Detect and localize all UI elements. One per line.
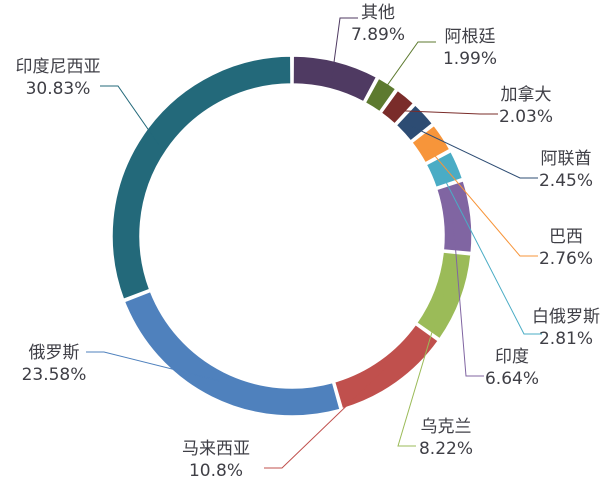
slice-value-8: 10.8%: [189, 461, 243, 481]
slice-value-9: 23.58%: [22, 365, 87, 385]
slice-2: [380, 89, 415, 125]
leader-line-4: [426, 146, 538, 257]
slice-4: [410, 124, 451, 164]
slice-9: [123, 290, 342, 417]
slice-label-2: 加拿大: [501, 84, 552, 105]
slice-label-7: 乌克兰: [421, 417, 472, 437]
slice-7: [415, 251, 472, 340]
slice-value-5: 2.81%: [539, 329, 593, 349]
slice-3: [395, 103, 434, 143]
slice-value-10: 30.83%: [26, 79, 91, 99]
leader-lines-group: [86, 17, 542, 469]
slices-group: [111, 55, 473, 417]
slice-10: [111, 55, 292, 301]
slice-value-6: 6.64%: [485, 369, 539, 389]
slice-label-4: 巴西: [549, 227, 583, 247]
leader-line-2: [394, 109, 498, 115]
leader-line-0: [331, 17, 358, 80]
slice-label-6: 印度: [495, 347, 529, 367]
slice-label-5: 白俄罗斯: [532, 307, 600, 327]
slice-6: [435, 179, 473, 254]
leader-line-5: [440, 171, 542, 335]
leader-line-10: [100, 85, 159, 145]
leader-line-8: [264, 367, 386, 469]
leader-line-6: [452, 218, 484, 377]
slice-label-3: 阿联酋: [541, 149, 592, 169]
slice-label-8: 马来西亚: [182, 439, 250, 459]
slice-label-9: 俄罗斯: [29, 343, 80, 363]
slice-value-1: 1.99%: [443, 49, 497, 69]
leader-line-1: [377, 41, 436, 99]
slice-value-3: 2.45%: [539, 171, 593, 191]
slice-value-0: 7.89%: [351, 25, 405, 45]
leader-line-3: [410, 125, 538, 179]
leader-line-7: [397, 292, 445, 447]
slice-value-7: 8.22%: [419, 439, 473, 459]
slice-label-0: 其他: [361, 3, 395, 23]
slice-value-4: 2.76%: [539, 249, 593, 269]
slice-label-10: 印度尼西亚: [16, 57, 101, 77]
slice-0: [292, 55, 378, 103]
slice-label-1: 阿根廷: [445, 27, 496, 47]
slice-value-2: 2.03%: [499, 107, 553, 127]
slice-8: [333, 323, 440, 410]
leader-line-9: [86, 351, 220, 382]
